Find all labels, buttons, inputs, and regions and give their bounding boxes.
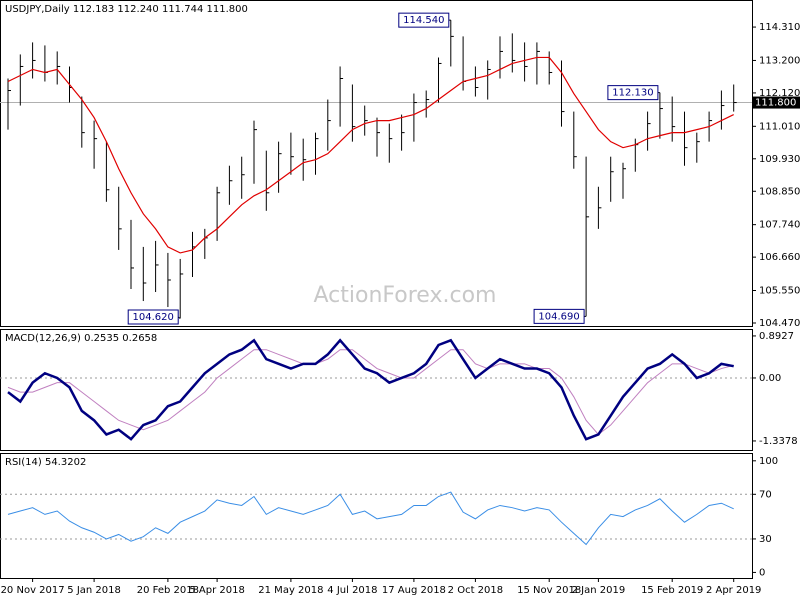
- y-tick-label: 30: [759, 534, 772, 545]
- panel-title: RSI(14) 54.3202: [5, 457, 86, 468]
- x-tick-label: 15 Feb 2019: [641, 585, 703, 596]
- y-tick-label: 0.8927: [759, 331, 794, 342]
- annotation-box: [398, 12, 450, 28]
- x-tick-label: 5 Apr 2018: [189, 585, 244, 596]
- y-tick-label: 112.120: [759, 88, 800, 99]
- x-tick-label: 17 Aug 2018: [382, 585, 446, 596]
- panel-title: USDJPY,Daily 112.183 112.240 111.744 111…: [5, 4, 248, 15]
- annotation-box: [127, 309, 179, 325]
- y-tick-label: 0.00: [759, 373, 781, 384]
- annotation-label: 104.620: [133, 312, 174, 323]
- annotation-label: 112.130: [612, 88, 653, 99]
- y-tick-label: 114.310: [759, 22, 800, 33]
- panel-title: MACD(12,26,9) 0.2535 0.2658: [5, 333, 157, 344]
- y-tick-label: 109.930: [759, 154, 800, 165]
- panel-frame: [0, 0, 753, 327]
- x-tick-label: 5 Jan 2018: [67, 585, 121, 596]
- panel-frame: [0, 329, 753, 451]
- line-series: [7, 338, 734, 441]
- annotation-label: 114.540: [403, 15, 444, 26]
- x-tick-label: 20 Feb 2018: [137, 585, 199, 596]
- line-series: [7, 349, 734, 436]
- annotation-label: 104.690: [538, 311, 579, 322]
- y-tick-label: 107.740: [759, 220, 800, 231]
- last-price-label: 111.800: [755, 98, 796, 109]
- watermark: ActionForex.com: [314, 283, 497, 308]
- panel-frame: [0, 453, 753, 579]
- x-tick-label: 2 Oct 2018: [448, 585, 503, 596]
- x-tick-label: 20 Nov 2017: [1, 585, 65, 596]
- x-tick-label: 2 Apr 2019: [706, 585, 761, 596]
- y-tick-label: 104.470: [759, 318, 800, 329]
- x-tick-label: 21 May 2018: [258, 585, 323, 596]
- y-tick-label: 0: [759, 567, 765, 578]
- last-price-tag: [752, 96, 800, 109]
- y-tick-label: 106.660: [759, 252, 800, 263]
- x-tick-label: 4 Jul 2018: [327, 585, 377, 596]
- annotation-box: [533, 308, 585, 324]
- y-tick-label: 70: [759, 489, 772, 500]
- y-tick-label: 113.200: [759, 55, 800, 66]
- y-tick-label: 100: [759, 456, 778, 467]
- y-tick-label: -1.3378: [759, 436, 798, 447]
- line-series: [7, 491, 734, 546]
- y-tick-label: 111.010: [759, 121, 800, 132]
- x-tick-label: 2 Jan 2019: [572, 585, 626, 596]
- annotation-box: [607, 85, 659, 101]
- y-tick-label: 105.550: [759, 286, 800, 297]
- line-series: [7, 56, 734, 254]
- x-tick-label: 15 Nov 2018: [517, 585, 581, 596]
- y-tick-label: 108.850: [759, 186, 800, 197]
